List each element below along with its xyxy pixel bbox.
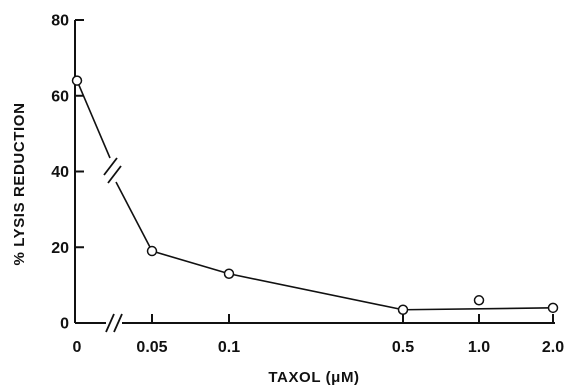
x-tick-label-1: 0.05 [136, 339, 167, 356]
series-line-segment-1 [151, 250, 230, 275]
x-tick-label-2: 0.1 [218, 339, 240, 356]
axis-breaks [103, 157, 123, 333]
series-break-mark-1 [103, 157, 118, 176]
x-axis-ticks: 0 0.05 0.1 0.5 1.0 2.0 [73, 314, 564, 356]
x-tick-label-4: 1.0 [468, 339, 490, 356]
x-axis-break-mark-2 [113, 313, 123, 333]
x-tick-label-3: 0.5 [392, 339, 414, 356]
y-axis-ticks: 0 20 40 60 80 [51, 13, 84, 333]
series-line-segment-3 [402, 307, 554, 311]
data-point-1 [146, 245, 158, 257]
data-point-3 [397, 304, 409, 315]
series-break-mark-2 [107, 165, 122, 184]
y-tick-label-4: 80 [51, 13, 69, 30]
x-axis-title: TAXOL (μM) [268, 369, 359, 386]
series-line-segment-0-right [115, 181, 153, 252]
y-axis-title: % LYSIS REDUCTION [11, 102, 28, 265]
x-tick-label-0: 0 [73, 339, 82, 356]
series-line-segment-0-left [76, 80, 111, 159]
data-point-5 [547, 302, 559, 314]
series-points [71, 75, 559, 315]
y-tick-label-2: 40 [51, 164, 69, 181]
data-point-2 [223, 268, 235, 280]
data-point-4 [473, 295, 485, 306]
x-axis-break-mark-1 [105, 313, 115, 333]
y-tick-label-0: 0 [60, 316, 69, 333]
series-lines [76, 80, 554, 311]
y-tick-label-1: 20 [51, 240, 69, 257]
data-point-0 [71, 75, 83, 86]
x-tick-label-5: 2.0 [542, 339, 564, 356]
series-line-segment-2 [228, 272, 404, 311]
y-tick-label-3: 60 [51, 88, 69, 105]
